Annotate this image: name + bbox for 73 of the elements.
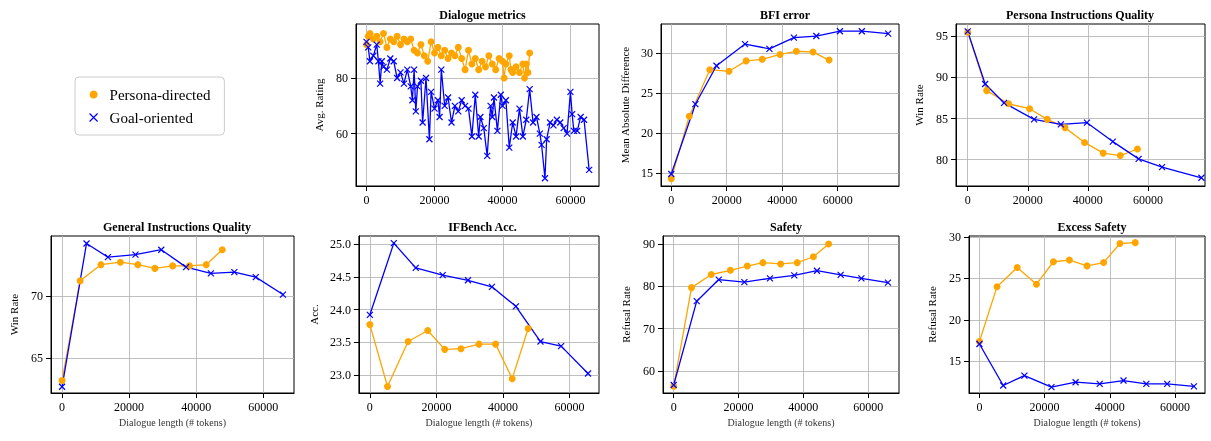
y-tick-label: 23.0	[329, 367, 351, 382]
y-tick-label: 23.5	[329, 335, 351, 350]
y-tick-label: 30	[641, 45, 653, 60]
x-tick-label: 40000	[1094, 400, 1125, 414]
chart-title: Persona Instructions Quality	[1005, 8, 1155, 22]
x-tick-label: 0	[668, 193, 675, 207]
y-tick-label: 85	[936, 111, 948, 126]
y-axis-title: Refusal Rate	[925, 286, 938, 343]
x-axis-title: Dialogue length (# tokens)	[425, 417, 533, 430]
x-tick-label: 40000	[1072, 193, 1103, 207]
y-tick-label: 15	[641, 166, 653, 181]
y-axis-title: Mean Absolute Difference	[618, 46, 631, 164]
x-axis-title: Dialogue length (# tokens)	[727, 417, 835, 430]
y-tick-label: 65	[31, 351, 43, 366]
x-tick-label: 40000	[767, 193, 798, 207]
chart-title: Dialogue metrics	[439, 8, 526, 22]
x-tick-label: 20000	[421, 400, 452, 414]
x-tick-label: 40000	[487, 193, 518, 207]
y-tick-label: 70	[31, 288, 43, 303]
y-tick-label: 90	[936, 70, 948, 85]
chart-title: General Instructions Quality	[102, 220, 252, 234]
x-tick-label: 20000	[114, 400, 145, 414]
x-tick-label: 60000	[248, 400, 279, 414]
x-tick-label: 60000	[853, 400, 884, 414]
y-tick-label: 60	[643, 363, 655, 378]
legend-label: Persona-directed	[109, 86, 211, 103]
y-tick-label: 24.5	[329, 270, 351, 285]
x-tick-label: 40000	[487, 400, 518, 414]
y-tick-label: 90	[643, 237, 655, 252]
y-axis-title: Refusal Rate	[619, 286, 632, 343]
y-axis-title: Win Rate	[7, 293, 20, 336]
x-axis-title: Dialogue length (# tokens)	[119, 417, 226, 430]
x-tick-label: 20000	[723, 400, 754, 414]
x-tick-label: 0	[59, 400, 66, 414]
x-tick-label: 20000	[419, 193, 450, 207]
y-tick-label: 25	[641, 85, 653, 100]
y-tick-label: 80	[936, 152, 948, 167]
y-tick-label: 24.0	[329, 302, 351, 317]
y-tick-label: 80	[643, 279, 655, 294]
y-axis-title: Acc.	[307, 304, 320, 325]
chart-title: Safety	[770, 220, 802, 234]
x-tick-label: 20000	[1012, 193, 1043, 207]
x-tick-label: 20000	[711, 193, 742, 207]
chart-title: Excess Safety	[1057, 220, 1127, 234]
y-tick-label: 95	[936, 29, 948, 44]
y-tick-label: 25	[949, 271, 961, 286]
y-tick-label: 70	[643, 321, 655, 336]
x-tick-label: 60000	[1160, 400, 1191, 414]
y-tick-label: 25.0	[329, 237, 351, 252]
x-tick-label: 0	[964, 193, 971, 207]
x-tick-label: 60000	[1132, 193, 1163, 207]
x-tick-label: 0	[670, 400, 677, 414]
x-tick-label: 0	[363, 193, 370, 207]
y-axis-title: Avg. Rating	[312, 78, 325, 132]
y-tick-label: 80	[336, 71, 348, 85]
y-tick-label: 30	[949, 229, 961, 244]
y-tick-label: 15	[949, 354, 961, 369]
x-axis-title: Dialogue length (# tokens)	[1033, 417, 1141, 430]
x-tick-label: 20000	[1029, 400, 1060, 414]
x-tick-label: 40000	[788, 400, 819, 414]
y-tick-label: 20	[641, 126, 653, 141]
x-tick-label: 60000	[822, 193, 853, 207]
chart-title: BFI error	[759, 8, 811, 22]
x-tick-label: 60000	[555, 193, 586, 207]
x-tick-label: 40000	[181, 400, 212, 414]
legend-label: Goal-oriented	[109, 109, 194, 126]
x-tick-label: 0	[366, 400, 373, 414]
y-tick-label: 60	[336, 126, 348, 141]
y-axis-title: Win Rate	[912, 84, 925, 126]
x-tick-label: 0	[976, 400, 983, 414]
chart-title: IFBench Acc.	[448, 220, 517, 234]
x-tick-label: 60000	[554, 400, 585, 414]
y-tick-label: 20	[949, 312, 961, 327]
